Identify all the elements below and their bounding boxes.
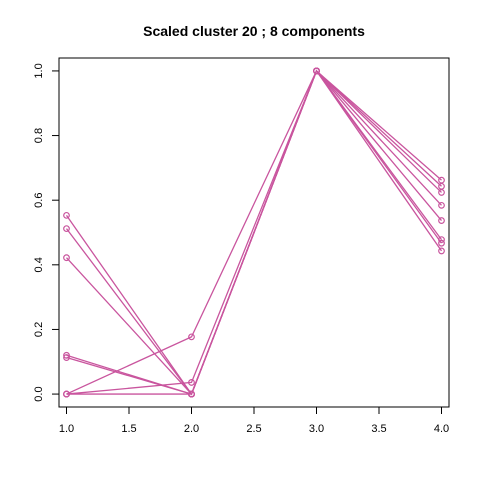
y-tick-label: 1.0 <box>33 63 45 78</box>
y-tick-label: 0.0 <box>33 386 45 401</box>
data-point <box>63 254 70 262</box>
series-layer <box>63 67 445 398</box>
x-tick-label: 1.5 <box>121 423 136 435</box>
data-point <box>188 333 195 341</box>
y-tick-label: 0.2 <box>33 322 45 337</box>
x-tick-label: 2.0 <box>184 423 199 435</box>
data-point <box>188 390 195 398</box>
series-8 <box>63 67 445 398</box>
x-tick-label: 4.0 <box>434 423 449 435</box>
data-point <box>63 225 70 233</box>
data-point <box>63 211 70 219</box>
series-line <box>66 69 443 395</box>
data-point <box>63 354 70 361</box>
data-point <box>63 390 70 398</box>
plot-frame <box>58 57 450 408</box>
data-point <box>438 189 445 196</box>
y-axis: 0.0 0.2 0.4 0.6 0.8 1.0 <box>33 63 60 402</box>
data-point <box>438 217 445 224</box>
data-point <box>438 247 445 255</box>
x-axis: 1.0 1.5 2.0 2.5 3.0 3.5 4.0 <box>59 406 449 435</box>
y-tick-label: 0.8 <box>33 128 45 143</box>
data-point <box>313 67 320 75</box>
chart-title: Scaled cluster 20 ; 8 components <box>143 23 365 39</box>
y-tick-label: 0.4 <box>33 257 45 272</box>
data-point <box>438 239 445 247</box>
series-line <box>66 69 443 395</box>
y-tick-label: 0.6 <box>33 193 45 208</box>
x-tick-label: 2.5 <box>246 423 261 435</box>
data-point <box>438 201 445 209</box>
x-tick-label: 3.0 <box>309 423 324 435</box>
series-line <box>66 69 443 395</box>
data-point <box>188 379 195 386</box>
x-tick-label: 3.5 <box>371 423 386 435</box>
x-tick-label: 1.0 <box>59 423 74 435</box>
